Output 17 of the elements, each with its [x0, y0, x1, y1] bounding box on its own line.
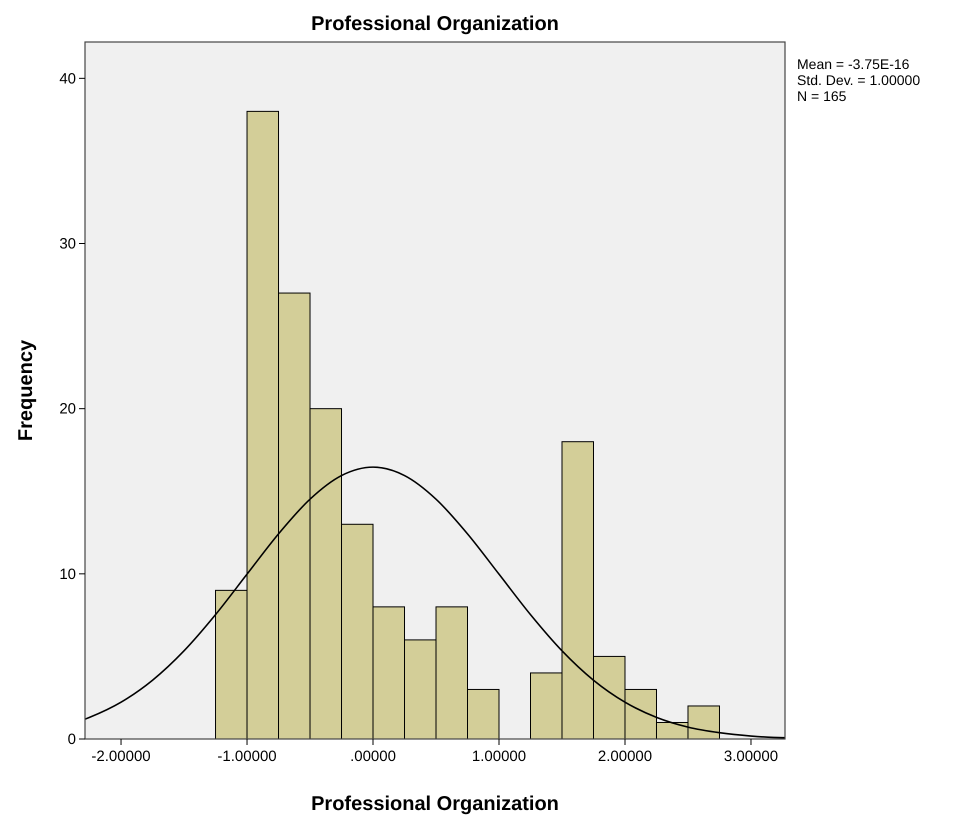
text: Mean = -3.75E-16	[797, 56, 910, 72]
text: N = 165	[797, 88, 847, 104]
y-tick-label: 40	[59, 70, 76, 88]
x-tick-label: .00000	[350, 748, 396, 765]
x-axis-title: Professional Organization	[311, 793, 559, 815]
y-tick-label: 30	[59, 236, 76, 252]
y-tick-label: 20	[59, 400, 76, 418]
x-tick-label: 1.00000	[472, 748, 526, 765]
y-tick-label: 10	[59, 566, 76, 583]
x-tick-label: 2.00000	[598, 748, 652, 765]
y-tick-label: 0	[68, 731, 76, 748]
chart-title: Professional Organization	[311, 13, 559, 35]
text: Std. Dev. = 1.00000	[797, 72, 920, 88]
x-tick-label: -1.00000	[217, 748, 277, 765]
x-tick-label: 3.00000	[724, 748, 778, 765]
x-tick-label: -2.00000	[91, 748, 151, 765]
y-axis-title: Frequency	[15, 339, 37, 442]
